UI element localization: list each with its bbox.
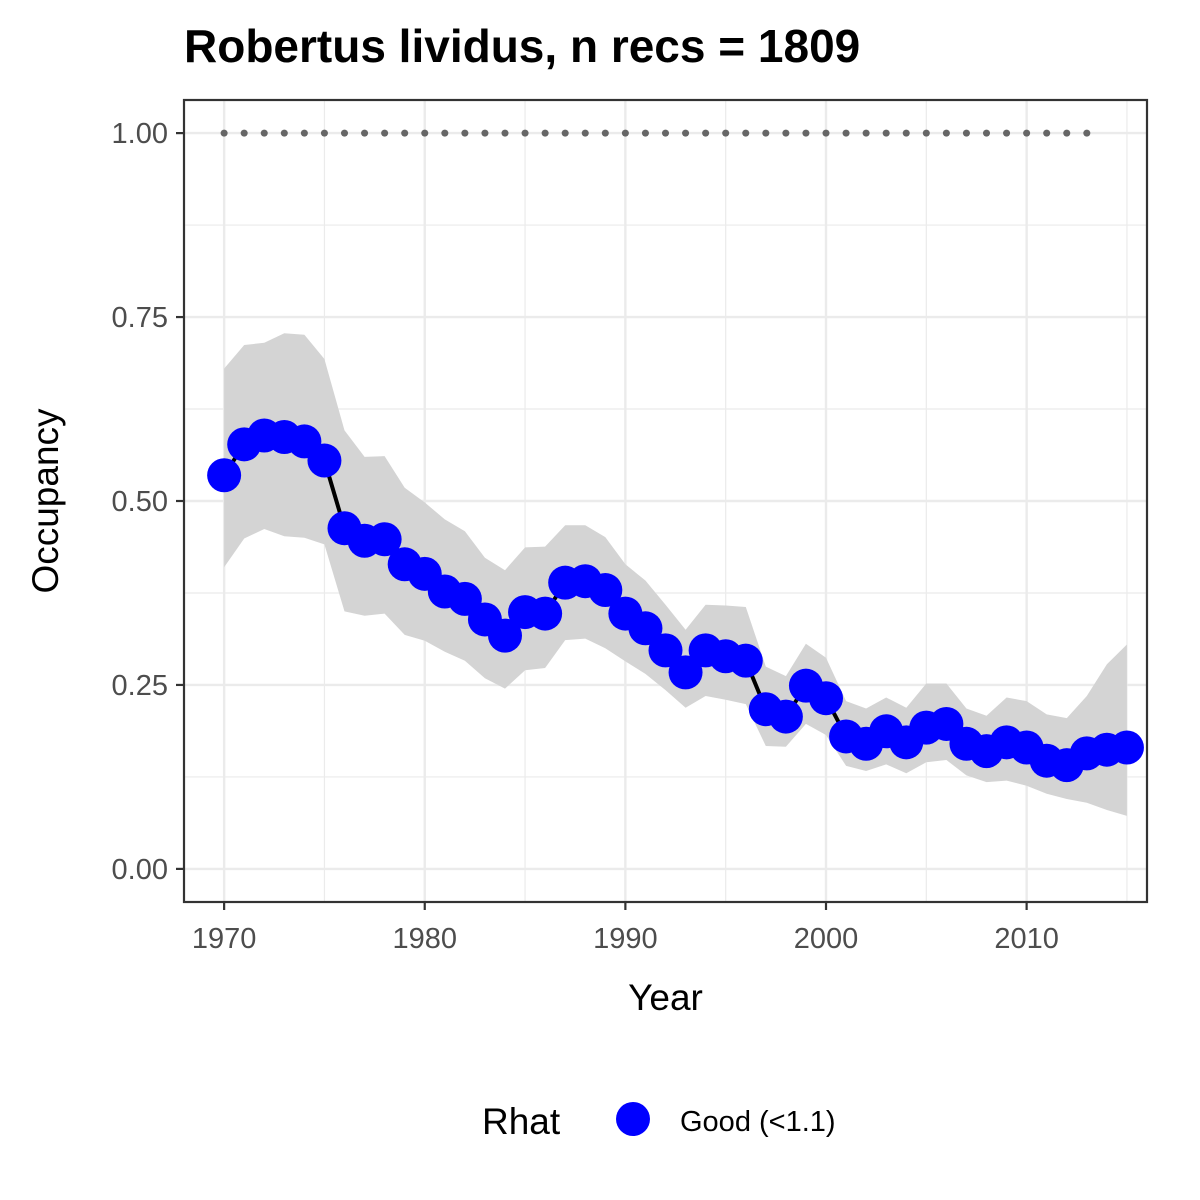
reference-dot [320, 129, 328, 137]
reference-dot [1023, 129, 1031, 137]
data-point [648, 633, 683, 668]
legend-key-good [616, 1102, 650, 1136]
reference-dot [1003, 129, 1011, 137]
reference-dot [802, 129, 810, 137]
reference-dot [601, 129, 609, 137]
reference-dot [280, 129, 288, 137]
reference-dot [902, 129, 910, 137]
reference-dot [722, 129, 730, 137]
reference-dot [862, 129, 870, 137]
x-tick-label: 1970 [192, 923, 257, 955]
reference-dot [561, 129, 569, 137]
y-tick-label: 0.75 [112, 302, 168, 334]
y-tick-label: 0.25 [112, 670, 168, 702]
reference-dot [762, 129, 770, 137]
y-tick-label: 1.00 [112, 118, 168, 150]
reference-dot [581, 129, 589, 137]
data-point [628, 611, 663, 646]
data-point [488, 618, 522, 653]
reference-dot [461, 129, 469, 137]
reference-dotted-line [220, 129, 1091, 137]
y-axis: 0.00 0.25 0.50 0.75 1.00 [112, 118, 184, 886]
reference-dot [421, 129, 429, 137]
chart-title: Robertus lividus, n recs = 1809 [184, 20, 860, 72]
data-point [809, 681, 843, 716]
reference-dot [682, 129, 690, 137]
reference-dot [702, 129, 710, 137]
data-point [768, 699, 803, 734]
reference-dot [341, 129, 348, 137]
reference-dot [1063, 129, 1071, 137]
reference-dot [662, 129, 669, 137]
reference-dot [260, 129, 268, 137]
legend: Rhat Good (<1.1) [482, 1101, 836, 1142]
reference-dot [942, 129, 950, 137]
reference-dot [1043, 129, 1051, 137]
data-point [528, 596, 563, 631]
legend-label-good: Good (<1.1) [680, 1106, 836, 1138]
reference-dot [641, 129, 649, 137]
reference-dot [441, 129, 449, 137]
reference-dot [842, 129, 850, 137]
reference-dot [481, 129, 489, 137]
y-tick-label: 0.00 [112, 854, 168, 886]
data-points [207, 418, 1144, 783]
data-point [588, 573, 623, 608]
x-axis-title: Year [628, 977, 703, 1018]
reference-dot [401, 129, 409, 137]
reference-dot [822, 129, 830, 137]
reference-dot [361, 129, 369, 137]
legend-title: Rhat [482, 1101, 561, 1142]
reference-dot [240, 129, 248, 137]
data-point [207, 458, 242, 493]
reference-dot [922, 129, 930, 137]
data-point [367, 522, 402, 557]
reference-dot [300, 129, 308, 137]
plot-panel [182, 98, 1149, 904]
data-point [307, 443, 342, 478]
reference-dot [521, 129, 529, 137]
reference-dot [882, 129, 890, 137]
reference-dot [742, 129, 750, 137]
y-tick-label: 0.50 [112, 486, 168, 518]
y-axis-title: Occupancy [25, 408, 66, 594]
x-tick-label: 1990 [593, 923, 658, 955]
reference-dot [782, 129, 790, 137]
data-point [1109, 730, 1144, 765]
x-axis: 1970 1980 1990 2000 2010 [192, 902, 1059, 955]
reference-dot [381, 129, 389, 137]
reference-dot [621, 129, 629, 137]
reference-dot [983, 129, 990, 137]
data-point [728, 643, 763, 678]
x-tick-label: 2010 [994, 923, 1059, 955]
reference-dot [1083, 129, 1091, 137]
x-tick-label: 2000 [794, 923, 859, 955]
data-point [668, 655, 703, 690]
reference-dot [501, 129, 509, 137]
reference-dot [541, 129, 549, 137]
reference-dot [220, 129, 228, 137]
reference-dot [962, 129, 970, 137]
x-tick-label: 1980 [392, 923, 457, 955]
